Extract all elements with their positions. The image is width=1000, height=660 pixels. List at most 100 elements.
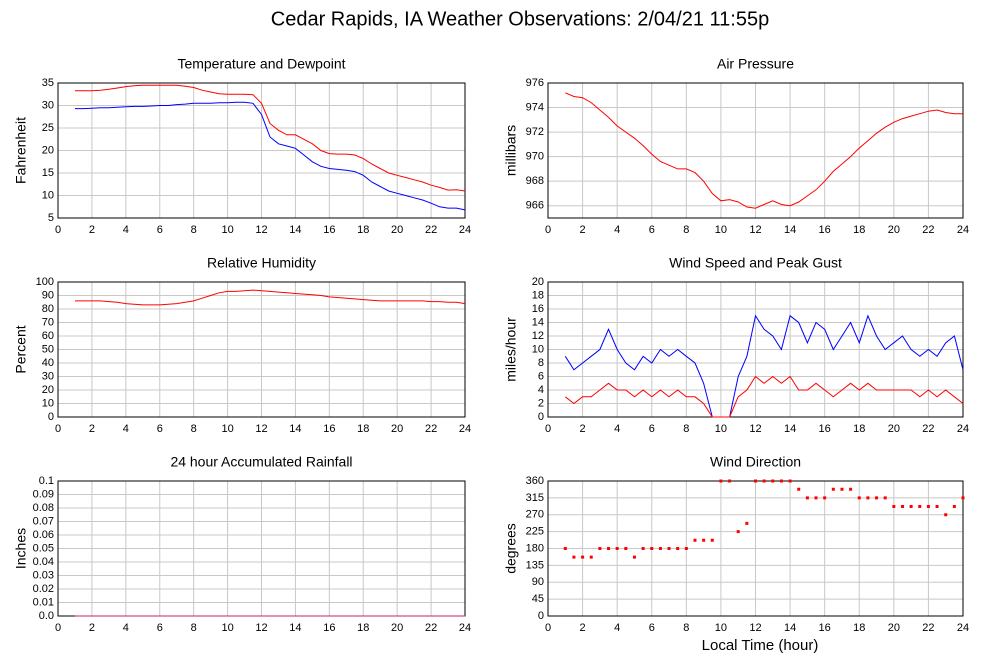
data-point <box>952 505 956 508</box>
data-point <box>607 547 611 550</box>
y-axis-label: degrees <box>503 523 519 574</box>
y-tick-label: 0.04 <box>33 556 54 568</box>
x-tick-label: 22 <box>425 622 437 634</box>
y-tick-label: 10 <box>532 343 544 355</box>
x-tick-label: 12 <box>749 622 761 634</box>
data-point <box>840 487 844 491</box>
x-tick-label: 0 <box>545 622 551 634</box>
data-line <box>565 92 963 209</box>
x-tick-label: 20 <box>888 622 900 634</box>
x-tick-label: 10 <box>715 423 727 435</box>
x-tick-label: 24 <box>459 423 471 435</box>
data-point <box>918 505 922 508</box>
data-point <box>667 547 671 550</box>
x-tick-label: 8 <box>683 622 689 634</box>
data-point <box>866 496 870 500</box>
x-tick-label: 22 <box>922 622 934 634</box>
x-tick-label: 10 <box>715 224 727 236</box>
chart-title: Temperature and Dewpoint <box>177 56 345 72</box>
x-tick-label: 18 <box>853 622 865 634</box>
x-tick-label: 4 <box>614 622 620 634</box>
x-tick-label: 16 <box>323 224 335 236</box>
x-tick-label: 18 <box>853 423 865 435</box>
y-tick-label: 0.1 <box>39 475 54 487</box>
data-point <box>615 547 619 550</box>
y-tick-label: 966 <box>526 200 544 212</box>
data-line <box>564 314 964 418</box>
y-tick-label: 10 <box>42 189 54 201</box>
x-tick-label: 2 <box>89 622 95 634</box>
y-tick-label: 18 <box>532 289 544 301</box>
x-tick-label: 4 <box>123 423 129 435</box>
x-tick-label: 18 <box>357 622 369 634</box>
x-tick-label: 10 <box>221 423 233 435</box>
x-tick-label: 8 <box>683 423 689 435</box>
data-point <box>745 521 749 525</box>
data-point <box>598 547 602 550</box>
plot-frame <box>57 281 466 418</box>
x-tick-label: 22 <box>425 423 437 435</box>
data-point <box>900 505 904 508</box>
data-point <box>632 555 636 559</box>
data-point <box>624 547 628 550</box>
x-tick-label: 14 <box>289 622 301 634</box>
data-point <box>926 505 930 508</box>
y-tick-label: 0.07 <box>33 515 54 527</box>
data-point <box>658 547 662 550</box>
y-tick-label: 25 <box>42 122 54 134</box>
y-tick-label: 15 <box>42 167 54 179</box>
x-tick-label: 6 <box>157 224 163 236</box>
data-point <box>572 555 576 559</box>
data-point <box>684 547 688 550</box>
x-tick-label: 12 <box>749 423 761 435</box>
y-tick-label: 20 <box>532 276 544 288</box>
y-tick-label: 6 <box>538 370 544 382</box>
data-point <box>736 530 740 534</box>
plot-frame <box>547 82 964 219</box>
chart-title: 24 hour Accumulated Rainfall <box>170 454 352 470</box>
data-point <box>676 547 680 550</box>
y-tick-label: 972 <box>526 126 544 138</box>
x-tick-label: 2 <box>580 224 586 236</box>
data-point <box>788 479 792 483</box>
x-tick-label: 20 <box>888 423 900 435</box>
x-tick-label: 10 <box>715 622 727 634</box>
y-tick-label: 12 <box>532 330 544 342</box>
x-tick-label: 0 <box>55 423 61 435</box>
y-axis-label: Fahrenheit <box>13 117 29 184</box>
y-tick-label: 35 <box>42 77 54 89</box>
x-tick-label: 2 <box>89 423 95 435</box>
data-point <box>771 479 775 483</box>
data-point <box>650 547 654 550</box>
y-tick-label: 80 <box>42 303 54 315</box>
x-tick-label: 8 <box>191 224 197 236</box>
data-line <box>75 289 466 306</box>
y-tick-label: 16 <box>532 303 544 315</box>
data-line <box>75 84 466 192</box>
x-tick-label: 24 <box>957 423 969 435</box>
data-point <box>892 505 896 508</box>
y-tick-label: 135 <box>526 559 544 571</box>
data-point <box>581 555 585 559</box>
x-axis-label: Local Time (hour) <box>702 637 819 654</box>
y-tick-label: 270 <box>526 509 544 521</box>
data-point <box>875 496 879 500</box>
x-tick-label: 16 <box>323 423 335 435</box>
y-tick-label: 0 <box>48 411 54 423</box>
x-tick-label: 8 <box>683 224 689 236</box>
x-tick-label: 12 <box>255 622 267 634</box>
y-tick-label: 60 <box>42 330 54 342</box>
y-tick-label: 20 <box>42 384 54 396</box>
x-tick-label: 6 <box>157 423 163 435</box>
x-tick-label: 0 <box>545 423 551 435</box>
y-tick-label: 14 <box>532 316 544 328</box>
y-tick-label: 20 <box>42 144 54 156</box>
y-tick-label: 360 <box>526 475 544 487</box>
x-tick-label: 8 <box>191 423 197 435</box>
y-tick-label: 0.02 <box>33 583 54 595</box>
x-tick-label: 6 <box>649 622 655 634</box>
y-tick-label: 0.08 <box>33 502 54 514</box>
y-tick-label: 0.03 <box>33 569 54 581</box>
x-tick-label: 14 <box>784 622 796 634</box>
y-tick-label: 2 <box>538 397 544 409</box>
